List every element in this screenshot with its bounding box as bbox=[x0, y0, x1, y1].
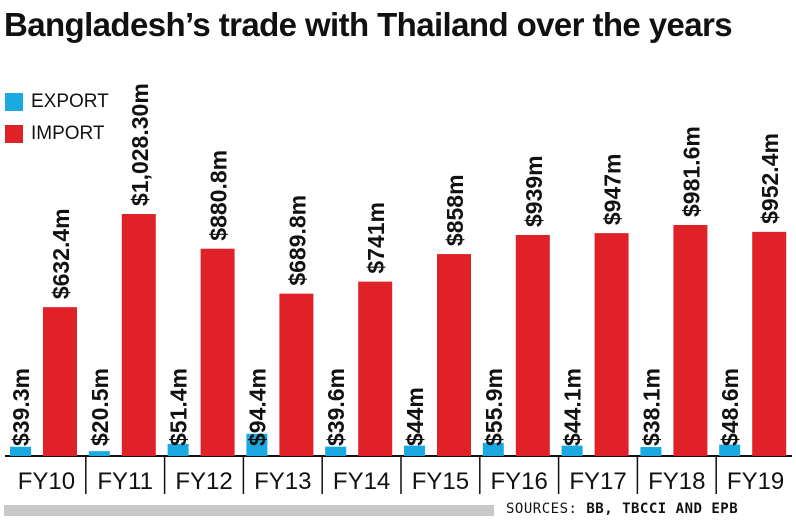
tick-label-fy19: FY19 bbox=[727, 468, 784, 495]
bar-export-fy17 bbox=[561, 445, 583, 456]
bar-export-fy14 bbox=[325, 446, 347, 456]
bar-import-fy14 bbox=[358, 281, 393, 456]
tick-label-fy11: FY11 bbox=[97, 468, 153, 495]
value-label-export-fy12: $51.4m bbox=[166, 368, 192, 446]
tick-label-fy15: FY15 bbox=[412, 468, 469, 495]
value-label-import-fy19: $952.4m bbox=[757, 133, 783, 224]
value-label-export-fy18: $38.1m bbox=[638, 368, 664, 446]
value-label-import-fy18: $981.6m bbox=[678, 126, 704, 217]
tick-label-fy12: FY12 bbox=[175, 468, 232, 495]
bar-import-fy19 bbox=[752, 231, 787, 456]
source-names: BB, TBCCI AND EPB bbox=[586, 501, 739, 517]
bar-import-fy17 bbox=[594, 233, 629, 456]
bar-import-fy15 bbox=[437, 254, 471, 456]
value-label-import-fy16: $939m bbox=[521, 155, 547, 227]
value-label-export-fy19: $48.6m bbox=[717, 368, 743, 446]
source-line: SOURCES: BB, TBCCI AND EPB bbox=[506, 501, 738, 517]
legend-item-export: EXPORT bbox=[5, 91, 109, 113]
value-label-import-fy10: $632.4m bbox=[48, 208, 74, 299]
value-label-import-fy14: $741m bbox=[363, 202, 389, 274]
value-label-export-fy13: $94.4m bbox=[244, 368, 270, 446]
value-label-import-fy11: $1,028.30m bbox=[127, 83, 153, 206]
bar-export-fy18 bbox=[640, 447, 662, 456]
bar-import-fy12 bbox=[200, 248, 235, 456]
bar-import-fy11 bbox=[121, 214, 156, 456]
legend-item-import: IMPORT bbox=[5, 123, 105, 145]
bar-export-fy11 bbox=[88, 451, 110, 456]
tick-label-fy18: FY18 bbox=[648, 468, 705, 495]
legend-label-import: IMPORT bbox=[31, 123, 105, 144]
value-label-import-fy13: $689.8m bbox=[284, 195, 310, 286]
legend-swatch-import bbox=[5, 125, 23, 143]
bar-import-fy10 bbox=[43, 307, 77, 456]
value-label-export-fy14: $39.6m bbox=[323, 368, 349, 446]
source-prefix: SOURCES: bbox=[506, 501, 587, 517]
value-label-export-fy10: $39.3m bbox=[8, 368, 34, 446]
legend-label-export: EXPORT bbox=[31, 91, 109, 112]
bar-export-fy16 bbox=[482, 442, 504, 456]
tick-label-fy14: FY14 bbox=[333, 468, 390, 495]
bar-import-fy18 bbox=[673, 224, 708, 456]
bar-export-fy15 bbox=[404, 445, 425, 456]
bar-import-fy13 bbox=[279, 293, 314, 456]
tick-label-fy16: FY16 bbox=[491, 468, 548, 495]
value-label-export-fy11: $20.5m bbox=[87, 368, 113, 446]
bar-import-fy16 bbox=[515, 235, 550, 456]
legend-swatch-export bbox=[5, 93, 23, 111]
value-label-import-fy17: $947m bbox=[600, 154, 626, 226]
value-label-export-fy15: $44m bbox=[402, 387, 428, 446]
value-label-export-fy16: $55.9m bbox=[481, 368, 507, 446]
chart-title: Bangladesh’s trade with Thailand over th… bbox=[4, 6, 733, 43]
source-bar bbox=[4, 505, 494, 516]
bar-export-fy10 bbox=[10, 446, 31, 456]
tick-label-fy13: FY13 bbox=[254, 468, 311, 495]
value-label-import-fy12: $880.8m bbox=[206, 150, 232, 241]
bar-export-fy13 bbox=[246, 433, 268, 456]
value-label-export-fy17: $44.1m bbox=[560, 368, 586, 446]
tick-label-fy17: FY17 bbox=[569, 468, 626, 495]
value-label-import-fy15: $858m bbox=[442, 174, 468, 246]
bar-export-fy19 bbox=[719, 444, 741, 456]
tick-label-fy10: FY10 bbox=[18, 468, 75, 495]
bar-export-fy12 bbox=[167, 443, 189, 456]
